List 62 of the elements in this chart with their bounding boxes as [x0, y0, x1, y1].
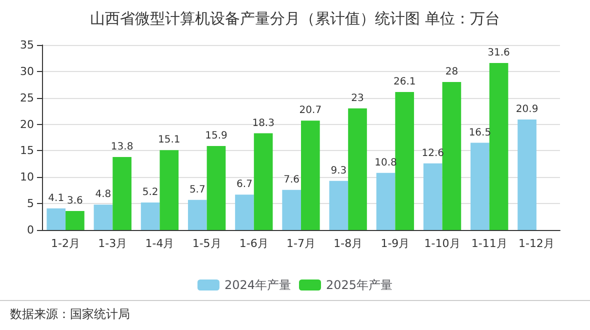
bar: [489, 62, 508, 230]
bar: [112, 157, 132, 230]
data-label: 13.8: [110, 142, 134, 153]
x-tick-label: 1-12月: [518, 237, 554, 250]
legend-label: 2024年产量: [224, 278, 292, 292]
bar: [282, 190, 301, 230]
bar: [94, 204, 113, 230]
bar: [301, 120, 320, 230]
x-tick-label: 1-10月: [424, 237, 460, 250]
bar: [518, 120, 536, 230]
data-label: 5.7: [189, 184, 206, 196]
bar: [442, 82, 462, 230]
bar: [348, 108, 367, 230]
data-label: 28: [445, 66, 458, 78]
x-tick-label: 1-4月: [145, 237, 174, 250]
x-tick-label: 1-9月: [380, 237, 410, 250]
x-tick-label: 1-3月: [98, 237, 128, 250]
data-label: 20.7: [299, 105, 322, 116]
bar: [423, 163, 442, 230]
data-label: 5.2: [142, 187, 158, 198]
bar: [376, 172, 396, 230]
y-tick-label: 30: [20, 64, 34, 78]
data-label: 4.8: [95, 189, 112, 200]
y-tick-label: 5: [27, 197, 34, 210]
data-label: 7.6: [284, 174, 300, 186]
bar: [254, 133, 273, 230]
x-tick-label: 1-5月: [192, 237, 222, 250]
y-tick-label: 0: [27, 224, 34, 236]
y-tick-label: 20: [20, 118, 34, 131]
data-label: 15.9: [205, 130, 228, 142]
y-tick-label: 35: [20, 38, 34, 52]
source-note: 数据来源：国家统计局: [10, 306, 130, 323]
legend-label: 2025年产量: [326, 278, 393, 292]
y-tick-label: 25: [20, 91, 34, 104]
x-tick-label: 1-7月: [286, 237, 316, 250]
bar: [46, 208, 66, 230]
chart-title: 山西省微型计算机设备产量分月（累计值）统计图 单位：万台: [90, 10, 500, 28]
bar: [160, 150, 179, 230]
y-tick-label: 15: [20, 144, 34, 158]
data-label: 20.9: [516, 104, 538, 116]
x-tick-label: 1-2月: [51, 237, 80, 250]
x-tick-label: 1-11月: [471, 237, 508, 250]
bar: [206, 146, 226, 230]
bar: [470, 142, 490, 230]
x-tick-label: 1-8月: [334, 237, 363, 250]
data-label: 6.7: [236, 179, 252, 190]
data-label: 15.1: [158, 134, 180, 146]
y-tick-label: 10: [20, 170, 34, 184]
data-label: 26.1: [393, 76, 416, 88]
bar: [329, 180, 348, 230]
data-label: 4.1: [48, 192, 64, 204]
data-label: 3.6: [67, 195, 83, 206]
bar: [395, 92, 414, 230]
data-label: 9.3: [330, 165, 347, 176]
bar: [188, 200, 207, 230]
data-label: 23: [351, 92, 364, 104]
data-label: 31.6: [488, 47, 510, 58]
x-tick-label: 1-6月: [239, 237, 268, 250]
bar: [140, 202, 160, 230]
bar: [235, 194, 254, 230]
data-label: 18.3: [252, 118, 274, 129]
bar: [66, 210, 84, 230]
